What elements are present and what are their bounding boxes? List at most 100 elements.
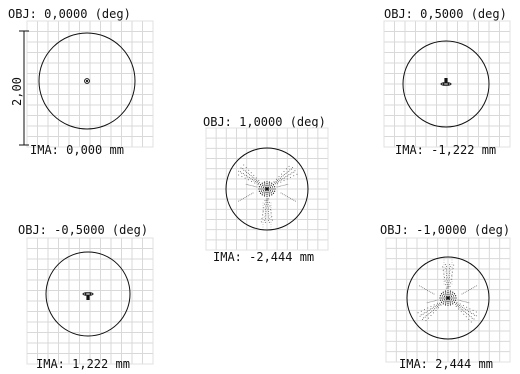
- ray-dot: [284, 177, 286, 179]
- ray-dot: [463, 313, 465, 315]
- ray-dot: [457, 299, 459, 301]
- ray-dot: [264, 183, 266, 185]
- ray-dot: [262, 229, 264, 230]
- ray-dot: [438, 305, 440, 307]
- ray-dot: [264, 220, 266, 222]
- ray-dot: [91, 292, 93, 294]
- ray-dot: [291, 172, 293, 174]
- ray-dot: [281, 176, 283, 178]
- ray-dot: [296, 173, 298, 175]
- ray-dot: [268, 195, 271, 197]
- ray-dot: [258, 188, 260, 190]
- ray-dot: [253, 174, 255, 176]
- ray-dot: [473, 314, 475, 316]
- ray-dot: [264, 212, 266, 214]
- ray-dot: [456, 301, 458, 303]
- obj-label: OBJ: -0,5000 (deg): [18, 223, 148, 237]
- ray-dot: [247, 176, 249, 178]
- ray-dot: [431, 310, 433, 312]
- ray-dot: [283, 173, 285, 175]
- ray-dot: [270, 219, 272, 221]
- ray-dot: [85, 79, 89, 83]
- spot-panel-obj-0: OBJ: 0,0000 (deg) IMA: 0,000 mm: [8, 7, 154, 157]
- ray-dot: [286, 184, 288, 186]
- ray-dot: [444, 304, 447, 306]
- ray-dot: [268, 214, 270, 216]
- ray-dot: [291, 168, 293, 170]
- ray-dot: [267, 203, 269, 205]
- ray-dot: [443, 266, 445, 268]
- ray-dot: [262, 210, 264, 212]
- ray-dot: [455, 299, 457, 301]
- ray-dot: [265, 209, 267, 211]
- ray-dot: [247, 179, 249, 181]
- ray-dot: [451, 264, 453, 266]
- ray-dot: [470, 321, 472, 323]
- ray-dot: [439, 302, 441, 304]
- ray-dot: [241, 172, 243, 174]
- airy-disk-circle: [45, 251, 131, 337]
- ray-dot: [446, 285, 448, 287]
- ray-dot: [269, 205, 271, 207]
- ray-dot: [263, 195, 266, 197]
- ray-dot: [85, 292, 86, 294]
- panel-frame: [205, 127, 329, 251]
- ray-dot: [417, 312, 419, 314]
- ray-dot: [265, 198, 267, 200]
- ima-label: IMA: 0,000 mm: [30, 143, 124, 157]
- ray-dot: [442, 291, 444, 293]
- ray-dot: [425, 311, 427, 313]
- ray-dot: [264, 216, 266, 218]
- ray-dot: [473, 318, 475, 320]
- ray-dot: [470, 312, 472, 314]
- ray-dot: [267, 205, 269, 207]
- ray-dot: [270, 209, 272, 211]
- ray-dot: [274, 183, 276, 185]
- ray-dot: [439, 297, 441, 299]
- ray-dot: [432, 306, 434, 308]
- ray-dot: [427, 317, 429, 319]
- ray-dot: [261, 194, 263, 196]
- ray-dot: [249, 184, 251, 186]
- ray-dot: [462, 300, 464, 302]
- ray-dot: [271, 190, 274, 192]
- ray-dot: [242, 168, 244, 170]
- ray-dot: [245, 170, 247, 172]
- ima-label: IMA: -1,222 mm: [395, 143, 496, 157]
- spot-pattern: [417, 257, 477, 323]
- ray-dot: [445, 271, 447, 273]
- ray-dot: [433, 293, 435, 295]
- ray-dot: [288, 174, 290, 176]
- ray-dot: [438, 307, 440, 309]
- ray-dot: [275, 180, 277, 182]
- ray-dot: [255, 186, 257, 188]
- ray-dot: [250, 185, 252, 186]
- ray-dot: [443, 281, 445, 282]
- ray-dot: [241, 176, 243, 178]
- ray-dot: [464, 291, 466, 293]
- ray-dot: [465, 311, 467, 313]
- ray-dot: [443, 283, 445, 285]
- ray-dot: [445, 292, 447, 294]
- ray-dot: [252, 185, 254, 187]
- ray-dot: [264, 193, 266, 195]
- ray-dot: [271, 186, 274, 188]
- ray-dot: [288, 165, 290, 167]
- ray-dot: [283, 184, 285, 186]
- ray-dot: [451, 281, 453, 282]
- ray-dot: [444, 280, 446, 282]
- ray-dot: [87, 292, 89, 294]
- obj-label: OBJ: 0,5000 (deg): [384, 7, 507, 21]
- ray-dot: [460, 308, 462, 310]
- ray-dot: [429, 301, 431, 303]
- ray-dot: [449, 300, 451, 302]
- ray-dot: [448, 280, 450, 282]
- ray-dot: [467, 301, 469, 303]
- ray-dot: [249, 177, 251, 179]
- ray-dot: [472, 309, 474, 311]
- ray-dot: [258, 180, 260, 182]
- ray-dot: [252, 192, 254, 194]
- ray-dot: [441, 82, 443, 84]
- ray-dot: [469, 311, 471, 313]
- panel-frame: [383, 20, 511, 148]
